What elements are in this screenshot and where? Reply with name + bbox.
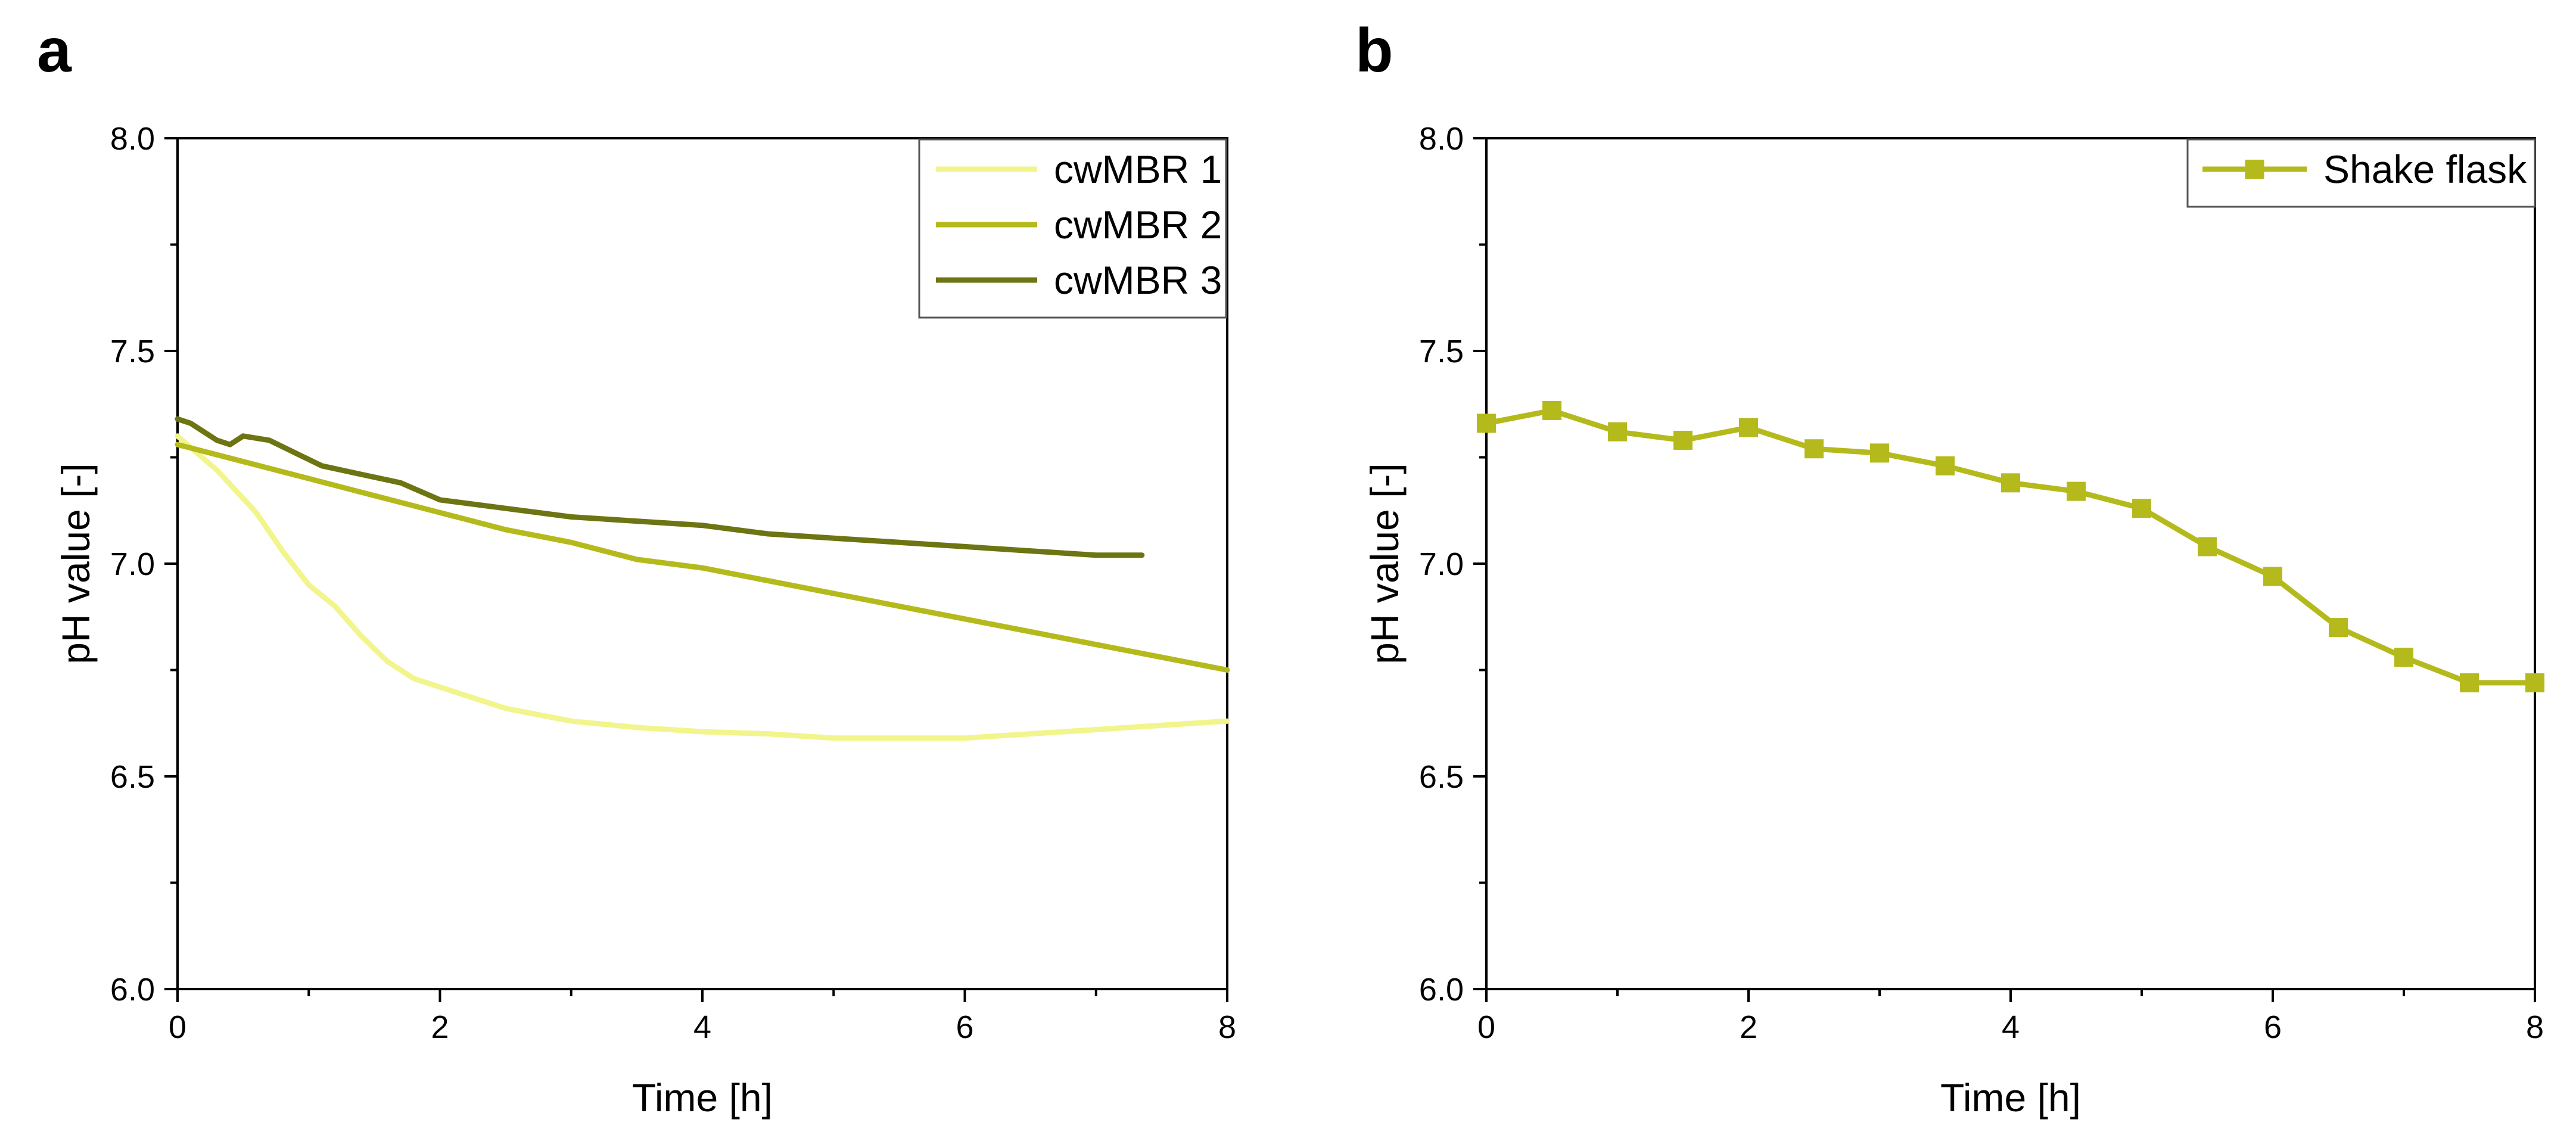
data-point <box>1805 439 1824 459</box>
series-line-cwmbr-1 <box>175 433 1230 741</box>
series-line-cwmbr-2 <box>175 442 1230 673</box>
legend-label: Shake flask <box>2323 147 2527 191</box>
x-tick-label: 6 <box>2264 1009 2282 1045</box>
x-axis-title: Time [h] <box>1940 1075 2081 1120</box>
data-point <box>1936 456 1955 475</box>
series-line-shake-flask <box>1483 408 2538 686</box>
legend-marker <box>2245 160 2264 179</box>
data-point <box>2263 567 2282 586</box>
y-tick-label: 6.5 <box>1419 759 1464 795</box>
data-point <box>2198 537 2217 557</box>
data-point <box>2132 499 2151 518</box>
y-tick-label: 7.5 <box>1419 334 1464 369</box>
x-tick-label: 4 <box>2002 1009 2020 1045</box>
legend-label: cwMBR 3 <box>1054 258 1222 302</box>
y-tick-label: 7.0 <box>110 546 155 582</box>
x-tick-label: 6 <box>956 1009 973 1045</box>
x-tick-label: 0 <box>1477 1009 1495 1045</box>
x-tick-label: 2 <box>1740 1009 1757 1045</box>
data-point <box>2329 618 2348 638</box>
chart-b: 0 2 4 6 8 6.0 6.5 7.0 7.5 8.0 Time [h] pH value [-]… <box>1362 121 2544 1120</box>
chart-a: 0 2 4 6 8 6.0 6.5 7.0 7.5 8.0 Time [h] pH value [-]… <box>54 121 1236 1120</box>
y-tick-label: 8.0 <box>110 121 155 157</box>
y-axis-title: pH value [-] <box>1362 463 1407 664</box>
data-point <box>1870 443 1889 463</box>
legend-label: cwMBR 1 <box>1054 147 1222 191</box>
data-point <box>1673 430 1693 450</box>
x-tick-label: 2 <box>431 1009 449 1045</box>
y-tick-label: 6.0 <box>110 972 155 1008</box>
x-axis-title: Time [h] <box>632 1075 773 1120</box>
x-tick-label: 4 <box>693 1009 711 1045</box>
data-point <box>2001 473 2020 493</box>
y-tick-label: 7.5 <box>110 334 155 369</box>
y-tick-label: 8.0 <box>1419 121 1464 157</box>
data-point <box>2525 673 2544 692</box>
y-axis-title: pH value [-] <box>54 463 98 664</box>
data-point <box>2067 481 2086 501</box>
series-line-cwmbr-3 <box>175 416 1145 558</box>
y-tick-label: 7.0 <box>1419 546 1464 582</box>
data-point <box>2460 673 2479 692</box>
y-tick-label: 6.5 <box>110 759 155 795</box>
y-tick-label: 6.0 <box>1419 972 1464 1008</box>
data-point <box>1608 422 1627 442</box>
panel-label-a: a <box>37 16 72 85</box>
x-tick-label: 8 <box>2526 1009 2544 1045</box>
data-point <box>1739 418 1758 437</box>
plot-frame <box>1485 137 2536 990</box>
data-point <box>1542 400 1561 420</box>
x-tick-label: 0 <box>169 1009 186 1045</box>
x-tick-label: 8 <box>1218 1009 1236 1045</box>
data-point <box>1477 414 1496 433</box>
legend-label: cwMBR 2 <box>1054 203 1222 247</box>
data-point <box>2394 648 2413 667</box>
panel-label-b: b <box>1355 16 1393 85</box>
